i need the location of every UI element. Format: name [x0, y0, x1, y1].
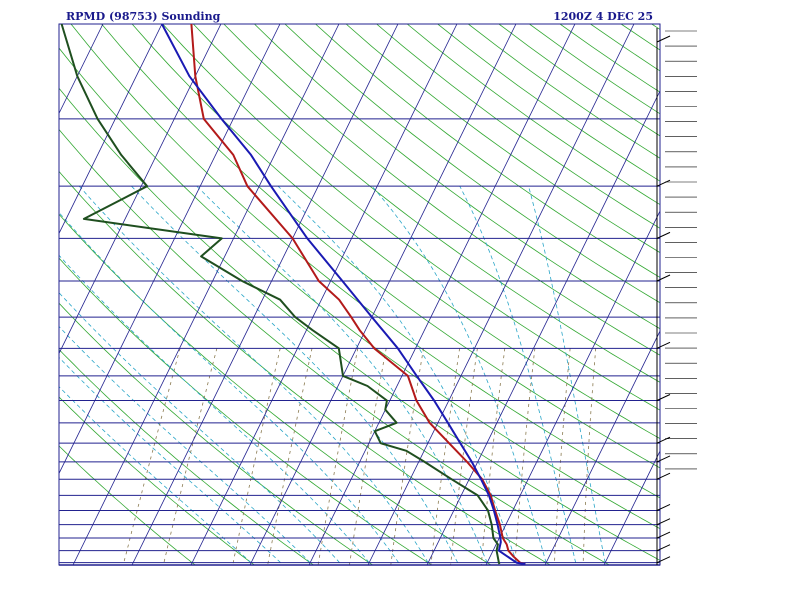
- isotherm: [426, 90, 660, 565]
- dry-adiabat: [315, 24, 660, 278]
- moist-adiabat: [59, 292, 340, 563]
- dry-adiabat: [529, 24, 660, 115]
- isotherm: [603, 450, 660, 565]
- wind-barb: [656, 274, 671, 282]
- mixing-ratio-line: [267, 348, 313, 565]
- dry-adiabat: [193, 24, 660, 383]
- dry-adiabat: [682, 24, 800, 565]
- wind-barb: [656, 531, 671, 539]
- dry-adiabat: [162, 24, 660, 411]
- dry-adiabat: [559, 24, 660, 93]
- dry-adiabat: [620, 24, 660, 51]
- isotherm: [0, 24, 44, 565]
- chart-title-left: RPMD (98753) Sounding: [66, 10, 221, 23]
- moist-adiabat: [59, 325, 311, 563]
- isotherm: [59, 24, 163, 235]
- isotherm: [722, 24, 800, 565]
- mixing-ratio-line: [162, 348, 218, 565]
- mixing-ratio-line: [232, 348, 281, 565]
- mixing-ratio-line: [390, 348, 424, 565]
- dry-adiabat: [59, 47, 660, 530]
- isotherm: [72, 24, 340, 565]
- dry-adiabat: [651, 24, 660, 30]
- mixing-ratio-line: [480, 348, 506, 565]
- wind-barb: [656, 341, 671, 349]
- isotherm: [190, 24, 458, 565]
- wind-barb: [656, 35, 671, 43]
- moist-adiabat: [277, 185, 517, 563]
- dry-adiabat: [223, 24, 660, 356]
- dry-adiabat: [774, 24, 800, 565]
- mixing-ratio-line: [317, 348, 359, 565]
- dry-adiabat: [59, 213, 492, 565]
- moist-adiabat: [59, 211, 399, 563]
- isotherm: [59, 24, 104, 115]
- dry-adiabat: [101, 24, 660, 469]
- wind-barb: [656, 394, 671, 401]
- dry-adiabat: [713, 24, 800, 565]
- isotherm: [485, 210, 660, 565]
- mixing-ratio-line: [349, 348, 387, 565]
- isotherm: [544, 330, 660, 565]
- dry-adiabat: [345, 24, 660, 254]
- moist-adiabat: [79, 185, 429, 563]
- wind-barb: [656, 544, 671, 552]
- dry-adiabat: [131, 24, 660, 440]
- series-line-temperature: [190, 23, 526, 566]
- dry-adiabat: [284, 24, 660, 304]
- dry-adiabat: [59, 87, 660, 561]
- wind-barb: [656, 436, 671, 444]
- wind-barb: [656, 179, 671, 187]
- dry-adiabat: [59, 348, 314, 565]
- dry-adiabat: [59, 170, 551, 565]
- isotherm: [249, 24, 517, 565]
- series-line-dewpoint: [60, 23, 501, 565]
- wind-barb: [656, 556, 671, 564]
- plot-frame: [58, 23, 661, 566]
- dry-adiabat: [590, 24, 660, 72]
- isotherm: [308, 24, 576, 565]
- series-layer: [60, 23, 526, 566]
- dry-adiabat: [376, 24, 660, 229]
- moist-adiabat: [59, 386, 252, 563]
- clipped-grid: [0, 24, 800, 565]
- moist-adiabat: [371, 185, 547, 563]
- dry-adiabat: [59, 445, 196, 565]
- moist-adiabat: [59, 254, 370, 563]
- moist-adiabat: [459, 186, 576, 563]
- wind-barb: [656, 231, 671, 239]
- mixing-ratio-line: [553, 348, 571, 565]
- wind-barb: [656, 504, 671, 511]
- dry-adiabat: [59, 128, 610, 565]
- isotherm: [131, 24, 399, 565]
- dry-adiabat: [498, 24, 660, 137]
- isotherm: [663, 24, 800, 565]
- dry-adiabat: [743, 24, 800, 565]
- wind-layer: [656, 28, 697, 565]
- mixing-ratio-line: [430, 348, 460, 565]
- moist-adiabat: [528, 186, 606, 563]
- chart-title-right: 1200Z 4 DEC 25: [553, 10, 653, 23]
- wind-barb: [656, 472, 671, 480]
- mixing-ratio-line: [122, 348, 181, 565]
- wind-barb: [656, 455, 671, 463]
- dry-adiabat: [59, 257, 433, 565]
- grid-layer: [0, 23, 800, 566]
- dry-adiabat: [59, 396, 255, 565]
- dry-adiabat: [70, 24, 660, 499]
- wind-barb: [656, 518, 671, 526]
- dry-adiabat: [59, 302, 373, 565]
- mixing-ratio-line: [514, 348, 536, 565]
- dry-adiabat: [254, 24, 660, 330]
- series-line-parcel: [161, 23, 526, 566]
- isotherm: [59, 24, 222, 355]
- mixing-ratio-line: [450, 348, 478, 565]
- isotherm: [59, 24, 281, 475]
- isotherm: [367, 24, 635, 565]
